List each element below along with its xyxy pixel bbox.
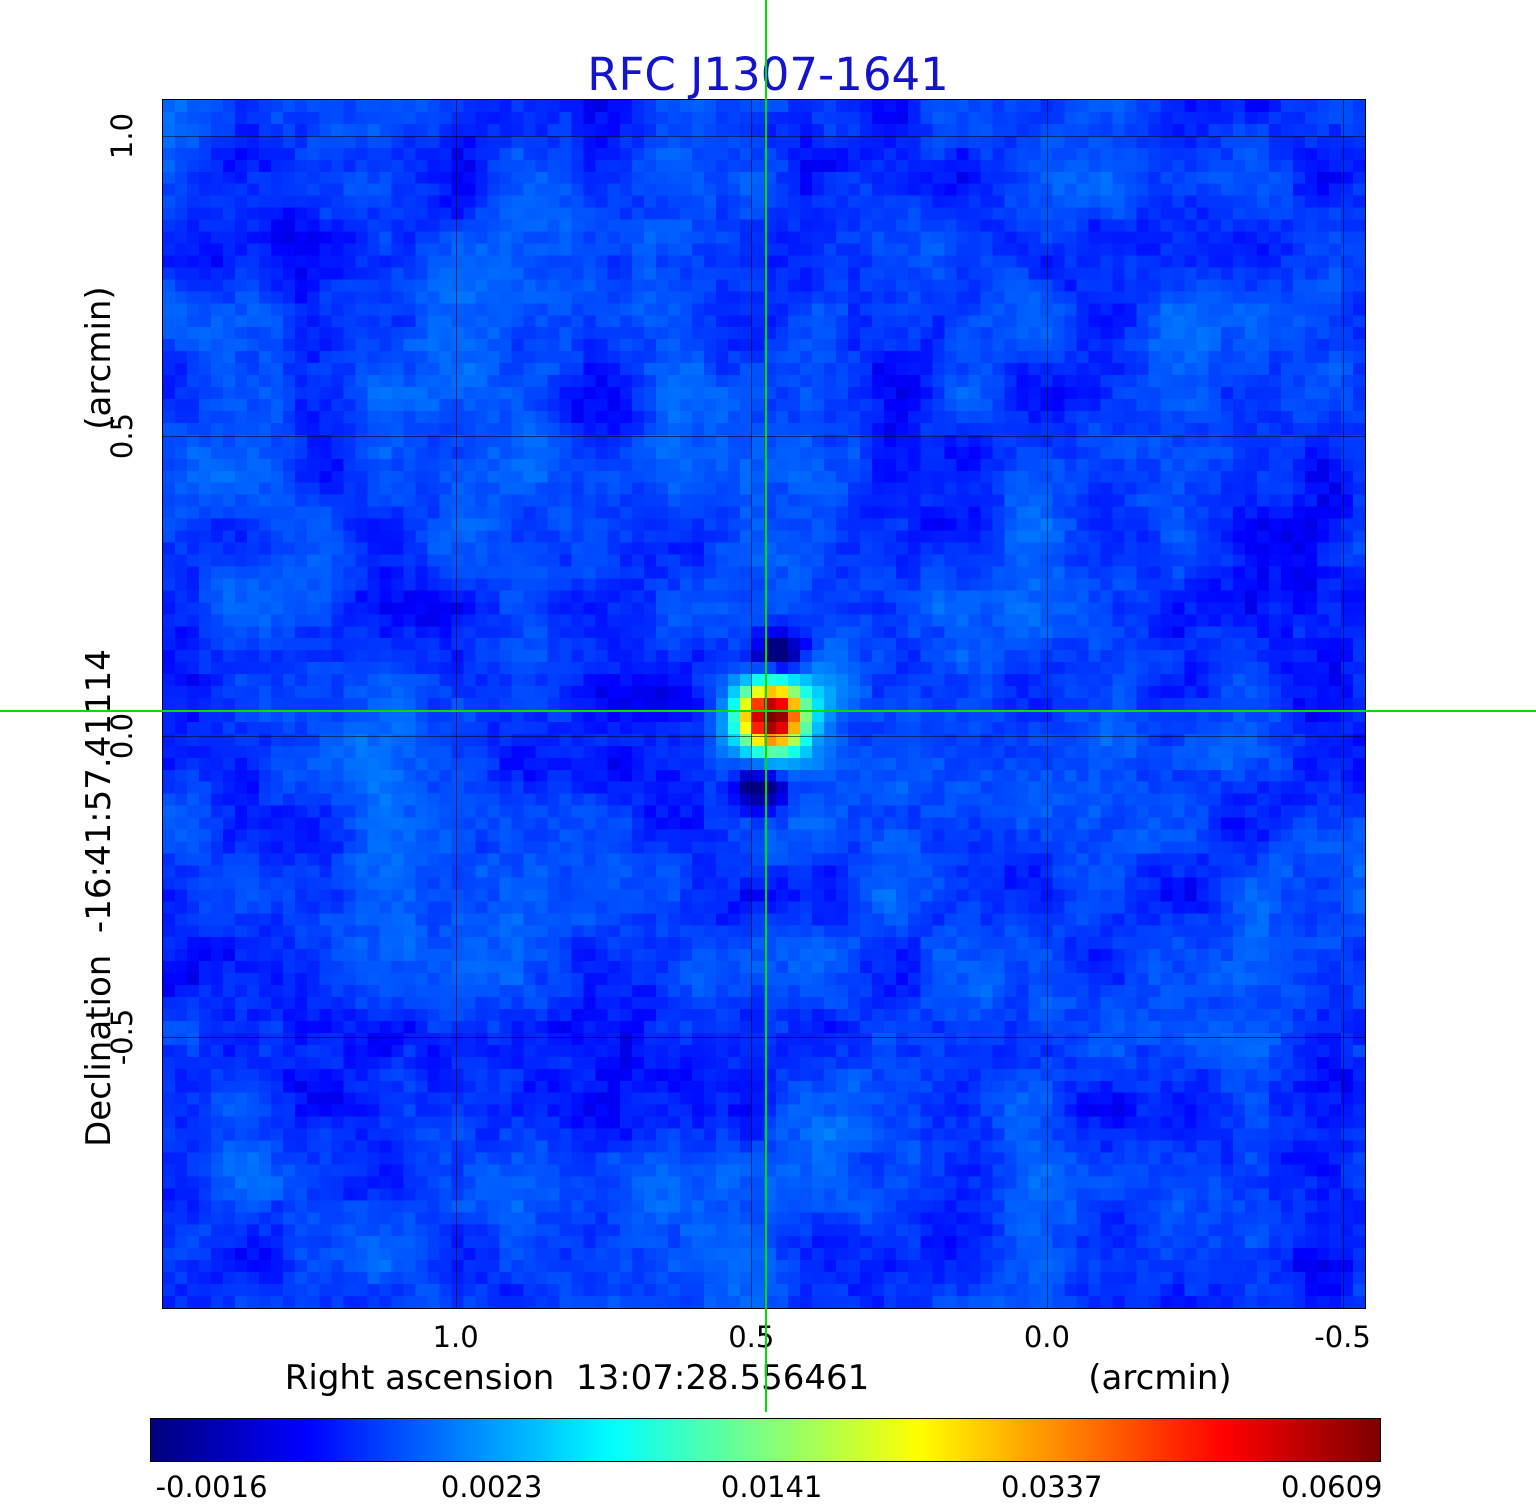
grid-line-vertical [1046, 100, 1048, 1308]
colorbar-tick-label: 0.0337 [1000, 1470, 1103, 1504]
figure-title: RFC J1307-1641 [587, 48, 949, 101]
grid-line-vertical [751, 100, 753, 1308]
grid-layer [163, 100, 1365, 1308]
sky-map [162, 99, 1366, 1309]
x-tick-label: 1.0 [432, 1320, 479, 1354]
colorbar-tick-label: -0.0016 [155, 1470, 268, 1504]
grid-line-vertical [1342, 100, 1344, 1308]
y-axis-unit-label: (arcmin) [79, 286, 119, 430]
y-tick-label: 0.5 [105, 413, 139, 460]
x-tick-label: -0.5 [1314, 1320, 1371, 1354]
colorbar-tick-label: 0.0609 [1281, 1470, 1383, 1504]
colorbar [150, 1418, 1381, 1462]
x-tick-label: 0.5 [728, 1320, 775, 1354]
crosshair-horizontal-line [0, 709, 1536, 712]
crosshair-vertical-line [765, 0, 768, 1412]
x-axis-unit-label: (arcmin) [1088, 1358, 1232, 1398]
y-tick-label: 0.0 [105, 713, 139, 760]
grid-line-horizontal [163, 136, 1365, 138]
x-axis-label: Right ascension 13:07:28.556461 [284, 1358, 870, 1398]
colorbar-tick-label: 0.0023 [440, 1470, 543, 1504]
x-tick-label: 0.0 [1023, 1320, 1070, 1354]
grid-line-horizontal [163, 1036, 1365, 1038]
sky-image-canvas [163, 100, 1365, 1308]
y-tick-label: -0.5 [105, 1008, 139, 1065]
grid-line-horizontal [163, 436, 1365, 438]
y-tick-label: 1.0 [105, 112, 139, 160]
grid-line-horizontal [163, 736, 1365, 738]
grid-line-vertical [455, 100, 457, 1308]
colorbar-tick-label: 0.0141 [720, 1470, 823, 1504]
colorbar-canvas [151, 1419, 1380, 1461]
